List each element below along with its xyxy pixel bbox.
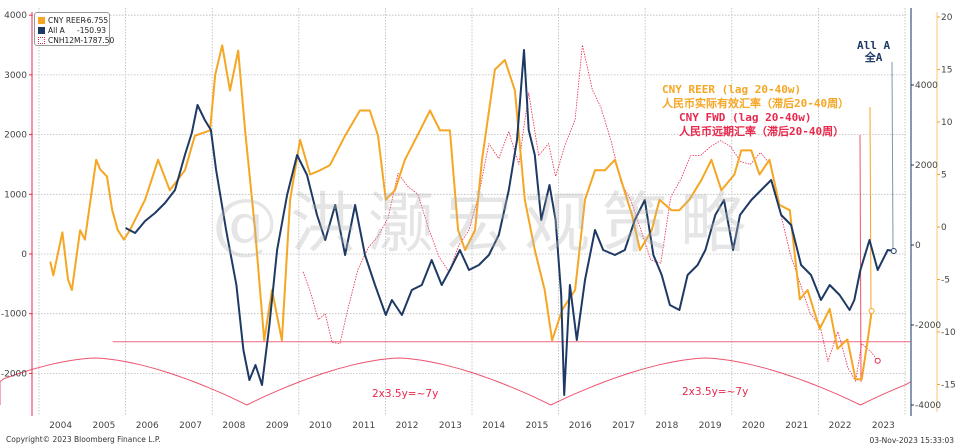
legend-item-cnh12m[interactable]: CNH12M -1787.50 — [38, 35, 114, 45]
right-outer-axis-tick-label: -15 — [941, 381, 956, 391]
x-axis-tick-label: 2020 — [742, 421, 765, 431]
annotation-all-a-en: All A — [857, 39, 891, 52]
axes-layer: 4000 3000 2000 1000 0 -1000 -2000 4000 2000 0 -200… — [1, 8, 956, 431]
legend-value: -6.755 — [84, 15, 109, 25]
legend-item-all-a[interactable]: All A -150.93 — [38, 25, 106, 35]
x-axis-tick-label: 2014 — [482, 421, 505, 431]
annotation-leader-cny-reer — [869, 106, 872, 313]
x-axis-tick-label: 2018 — [655, 421, 678, 431]
left-axis-tick-label: 2000 — [4, 131, 27, 141]
annotation-cny-reer-en: CNY REER (lag 20-40w) — [662, 83, 802, 96]
legend-label: CNH12M — [48, 35, 81, 45]
legend-swatch-cny-reer — [38, 16, 45, 24]
x-axis-tick-label: 2009 — [266, 421, 289, 431]
x-axis-tick-label: 2005 — [92, 421, 115, 431]
cycle-arc — [550, 357, 861, 406]
annotation-leader-all-a — [891, 61, 894, 251]
right-inner-axis-tick-label: 2000 — [915, 161, 938, 171]
annotation-cny-fwd-en: CNY FWD (lag 20-40w) — [679, 111, 812, 124]
left-axis-tick-label: -2000 — [1, 369, 27, 379]
x-axis-tick-label: 2007 — [179, 421, 202, 431]
last-point-marker — [868, 308, 875, 314]
annotation-cny-reer: CNY REER (lag 20-40w) 人民币实际有效汇率（滞后20-40周… — [662, 83, 849, 111]
right-inner-axis-tick-label: -4000 — [915, 401, 941, 411]
cycle-arc — [860, 358, 912, 406]
x-axis-tick-label: 2011 — [352, 421, 375, 431]
legend-label: All A — [48, 25, 65, 35]
right-outer-axis-tick-label: -5 — [941, 276, 950, 286]
legend-label: CNY REER — [48, 15, 86, 25]
right-outer-axis-tick-label: 0 — [941, 223, 947, 233]
right-inner-axis-tick-label: -2000 — [915, 321, 941, 331]
right-outer-axis-tick-label: 5 — [941, 171, 947, 181]
right-outer-axis-tick-label: -10 — [941, 328, 956, 338]
x-axis-tick-label: 2022 — [829, 421, 852, 431]
legend-item-cny-reer[interactable]: CNY REER -6.755 — [38, 15, 109, 25]
reference-lines — [0, 61, 912, 406]
x-axis-tick-label: 2015 — [525, 421, 548, 431]
right-outer-axis-tick-label: 15 — [941, 66, 952, 76]
x-axis-tick-label: 2019 — [699, 421, 722, 431]
grid-lines — [32, 8, 906, 415]
annotation-all-a: All A 全A — [857, 40, 890, 64]
x-axis-tick-label: 2013 — [439, 421, 462, 431]
annotation-leader-cny-fwd — [859, 134, 862, 383]
copyright: Copyright© 2023 Bloomberg Finance L.P. — [6, 435, 161, 444]
x-axis-tick-label: 2016 — [569, 421, 592, 431]
legend-swatch-all-a — [38, 26, 45, 34]
x-axis-tick-label: 2023 — [872, 421, 895, 431]
right-outer-axis-tick-label: 20 — [941, 13, 953, 23]
left-axis-tick-label: 1000 — [4, 190, 27, 200]
legend-value: -150.93 — [77, 25, 106, 35]
left-axis-tick-label: 4000 — [4, 11, 27, 21]
cycle-label-1: 2x3.5y=~7y — [372, 388, 439, 400]
series-line-cnh12m — [302, 44, 879, 382]
right-outer-axis-tick-label: 10 — [941, 118, 953, 128]
x-axis-tick-label: 2010 — [309, 421, 332, 431]
x-axis-tick-label: 2012 — [396, 421, 419, 431]
cycle-arc — [246, 357, 552, 406]
left-axis-tick-label: 3000 — [4, 71, 27, 81]
cycle-arc — [0, 357, 248, 406]
right-inner-axis-tick-label: 0 — [915, 241, 921, 251]
right-inner-axis-tick-label: 4000 — [915, 81, 938, 91]
x-axis-tick-label: 2017 — [612, 421, 635, 431]
timestamp: 03-Nov-2023 15:33:03 — [869, 436, 954, 445]
cycle-label-2: 2x3.5y=~7y — [682, 386, 749, 398]
legend-value: -1787.50 — [80, 35, 115, 45]
x-axis-tick-label: 2004 — [49, 421, 72, 431]
left-axis-tick-label: -1000 — [1, 310, 27, 320]
x-axis-tick-label: 2008 — [222, 421, 245, 431]
series-line-all-a — [125, 49, 894, 396]
series-layer — [49, 44, 897, 396]
annotation-all-a-cn: 全A — [864, 51, 883, 64]
series-line-cny-reer — [49, 44, 873, 381]
annotation-cny-fwd-cn: 人民币远期汇率（滞后20-40周） — [679, 125, 845, 138]
x-axis-tick-label: 2021 — [785, 421, 808, 431]
last-point-marker — [890, 248, 897, 255]
last-point-marker — [874, 357, 881, 364]
annotation-cny-reer-cn: 人民币实际有效汇率（滞后20-40周） — [662, 97, 850, 110]
legend-swatch-cnh12m — [38, 36, 45, 44]
legend: CNY REER -6.755 All A -150.93 CNH12M -17… — [34, 12, 114, 46]
left-axis-tick-label: 0 — [21, 250, 27, 260]
x-axis-tick-label: 2006 — [136, 421, 159, 431]
annotation-cny-fwd: CNY FWD (lag 20-40w) 人民币远期汇率（滞后20-40周） — [679, 111, 844, 139]
